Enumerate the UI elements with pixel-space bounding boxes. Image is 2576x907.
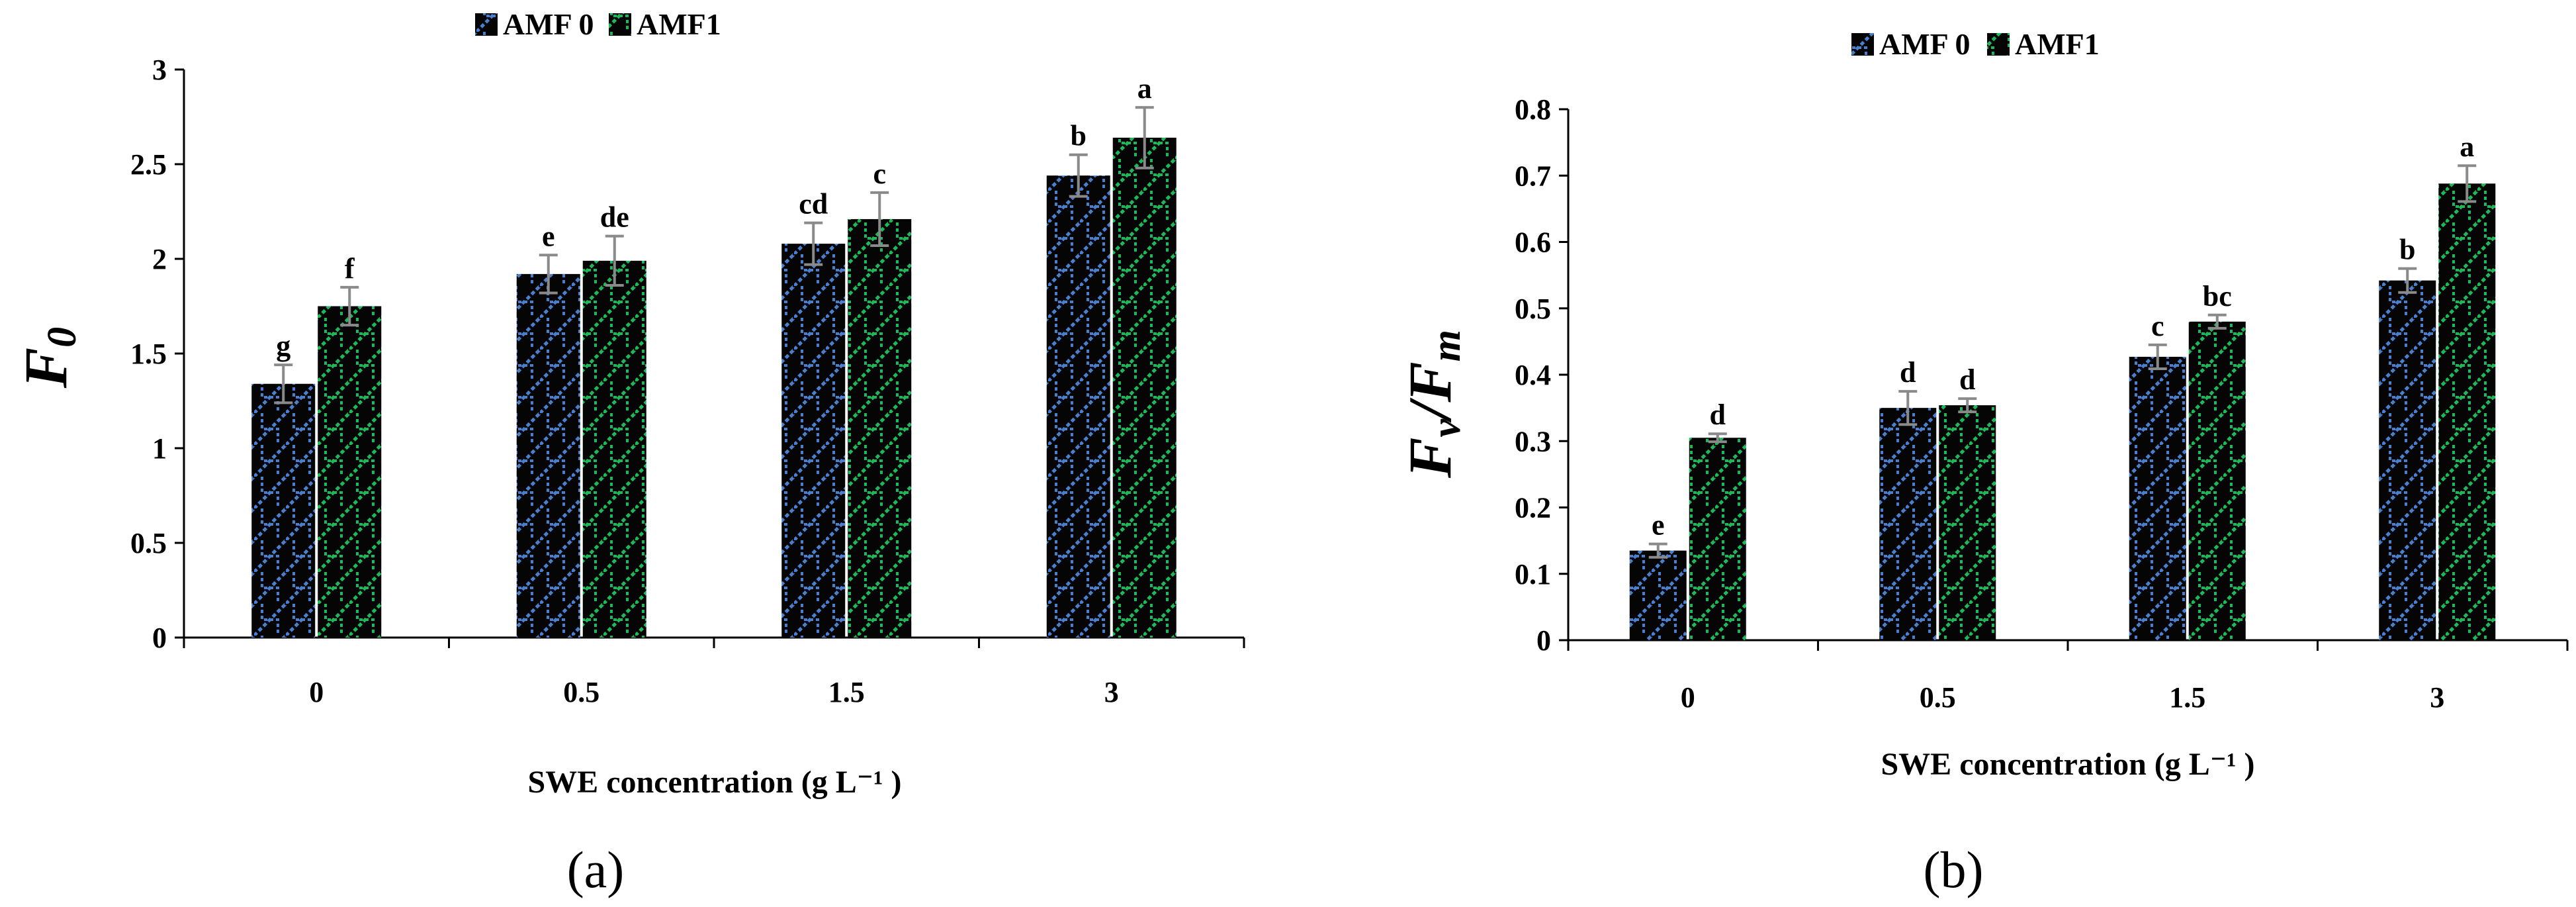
y-axis-label: F0	[12, 327, 85, 389]
significance-label: e	[542, 220, 555, 252]
bar-amf1	[1939, 405, 1996, 640]
y-axis-label: Fv/Fm	[1396, 330, 1469, 479]
x-tick-label: 0	[1681, 681, 1695, 714]
significance-label: g	[276, 330, 290, 362]
legend-label-amf1: AMF1	[637, 7, 721, 41]
legend-swatch-amf1	[609, 13, 631, 36]
x-ticks: 0 0.5 1.5 3	[183, 638, 1245, 708]
y-ticks: 0 0.1 0.2 0.3 0.4 0.5 0.6 0.7 0.8	[1515, 93, 1568, 657]
bar-amf1	[582, 260, 646, 638]
bar-amf1	[318, 306, 382, 638]
y-tick-label: 0	[1536, 624, 1551, 657]
significance-label: c	[2151, 310, 2164, 342]
x-tick-label: 3	[1104, 676, 1119, 708]
y-ticks: 0 0.5 1 1.5 2 2.5 3	[130, 54, 184, 654]
y-tick-label: 0.5	[130, 527, 167, 559]
y-tick-label: 0.2	[1515, 492, 1551, 524]
bar-amf1	[1112, 137, 1177, 638]
legend-label-amf0: AMF 0	[503, 7, 594, 41]
bar-amf0	[1046, 175, 1110, 638]
y-tick-label: 0.6	[1515, 226, 1551, 259]
x-tick-label: 1.5	[828, 676, 865, 708]
bar-amf1	[848, 218, 912, 638]
y-tick-label: 3	[152, 54, 167, 86]
chart-b: AMF 0 AMF1 Fv/Fm 00.10.20.30.40.50.60.70…	[1396, 27, 2569, 898]
y-tick-label: 1.5	[130, 338, 167, 370]
y-tick-label: 0.1	[1515, 558, 1551, 591]
y-tick-label: 0	[152, 622, 167, 654]
legend-swatch-amf1	[1987, 33, 2010, 56]
legend-swatch-amf0	[1851, 33, 1874, 56]
bar-amf1	[1689, 438, 1746, 640]
significance-label: e	[1652, 509, 1665, 542]
significance-label: b	[1071, 120, 1087, 152]
x-ticks: 0 0.5 1.5 3	[1567, 640, 2569, 714]
legend-swatch-amf0	[475, 13, 498, 36]
significance-label: c	[873, 158, 886, 190]
panel-label: (b)	[1924, 841, 1984, 898]
legend-label-amf1: AMF1	[2015, 27, 2100, 61]
y-tick-label: 0.8	[1515, 93, 1551, 126]
bar-amf0	[2379, 280, 2436, 640]
chart-a: AMF 0 AMF1 F0 0 0.5 1 1.5 2 2.5 3 0 0.5 1.5 3 g f e…	[12, 7, 1245, 898]
bar-amf0	[251, 383, 316, 638]
bar-amf0	[516, 273, 580, 638]
panel-label: (a)	[567, 841, 625, 898]
x-tick-label: 0	[309, 676, 324, 708]
significance-label: f	[345, 252, 355, 285]
significance-label: a	[1137, 72, 1152, 105]
y-tick-label: 1	[152, 432, 167, 465]
x-tick-label: 3	[2430, 681, 2444, 714]
y-tick-label: 0.7	[1515, 160, 1551, 192]
x-tick-label: 0.5	[1920, 681, 1956, 714]
legend: AMF 0 AMF1	[1851, 27, 2100, 61]
bar-amf0	[781, 244, 846, 638]
significance-label: a	[2460, 130, 2474, 163]
significance-label: b	[2399, 234, 2415, 266]
bar-amf0	[1879, 408, 1937, 640]
bar-amf0	[1629, 550, 1687, 640]
y-tick-label: 0.3	[1515, 425, 1551, 457]
significance-label: d	[1959, 363, 1975, 396]
significance-label: bc	[2203, 280, 2232, 312]
y-tick-label: 2	[152, 243, 167, 275]
y-tick-label: 0.4	[1515, 359, 1551, 391]
bars: e d d d c bc b a	[1629, 130, 2496, 640]
bars: g f e de cd c b a	[251, 72, 1177, 638]
legend: AMF 0 AMF1	[475, 7, 721, 41]
x-tick-label: 1.5	[2169, 681, 2205, 714]
bar-amf1	[2188, 321, 2246, 640]
significance-label: d	[1710, 399, 1726, 431]
x-axis-label: SWE concentration (g L⁻¹ )	[1881, 747, 2254, 782]
significance-label: cd	[799, 188, 828, 220]
bar-amf1	[2438, 183, 2496, 640]
significance-label: de	[600, 201, 629, 234]
legend-label-amf0: AMF 0	[1879, 27, 1971, 61]
bar-amf0	[2129, 356, 2186, 640]
x-tick-label: 0.5	[563, 676, 600, 708]
x-axis-label: SWE concentration (g L⁻¹ )	[527, 765, 901, 800]
y-tick-label: 2.5	[130, 148, 167, 181]
significance-label: d	[1900, 356, 1916, 389]
y-tick-label: 0.5	[1515, 293, 1551, 325]
